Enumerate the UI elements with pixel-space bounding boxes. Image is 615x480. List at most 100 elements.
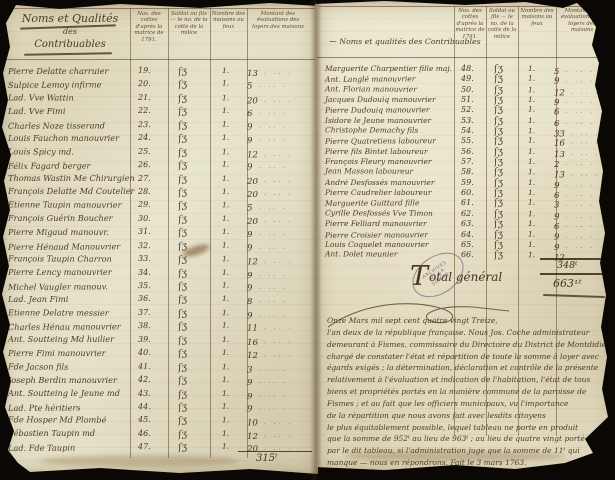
cote-number: 53. (461, 115, 474, 125)
pen-dots: · ·· · (263, 339, 294, 347)
table-row: Etienne Taupin manouvrier 29. ſʒ 1. 5 · ·… (7, 195, 314, 214)
table-row: Pierre Caudrelier laboureur 60. ſʒ 1. 6 ·… (325, 183, 608, 201)
note-line: que la somme de 952ᵗ au lieu de 963ᵗ ; a… (327, 434, 585, 444)
table-row: Isidore le Jeune manouvrier 53. ſʒ 1. 6 ·… (325, 111, 608, 128)
montant-cell: 9 · ·· · (247, 128, 314, 147)
montant-cell: 3 · ·· · (247, 357, 314, 376)
pen-dots: · ·· · (570, 90, 601, 98)
page-total: 315ᵗ (256, 453, 278, 464)
pen-dots: · ·· · (565, 233, 595, 241)
cote-number: 39. (138, 334, 151, 344)
pen-dots: · ·· · (565, 100, 595, 108)
contribuable-name: Pierre Fimi manouvrier (8, 347, 106, 358)
montant-value: 9 (247, 162, 253, 173)
pen-dots: · ·· · (565, 69, 595, 76)
feux-count: 1. (221, 79, 230, 89)
montant-value: 6 (554, 222, 560, 233)
column-rule (247, 8, 248, 458)
table-row: Sébastien Taupin md 46. ſʒ 1. 12 · ·· · (8, 424, 314, 442)
montant-value: 9 (553, 212, 560, 223)
pen-dots: · ·· · (570, 140, 601, 148)
column-rule (168, 8, 169, 458)
pen-dots: · ·· · (263, 178, 294, 186)
cote-number: 35. (137, 281, 151, 291)
table-row: Ant. Dolet meunier 66. ſʒ 1. 12· ·· · (325, 245, 608, 264)
table-row: Pierre Lency manouvrier 34. ſʒ 1. 9 · ·· … (8, 263, 314, 281)
feux-count: 1. (222, 348, 230, 358)
montant-value: 13 (554, 149, 565, 160)
table-row: François Taupin Charron 33. ſʒ 1. 12 · ··… (8, 248, 314, 268)
montant-cell: 6 · ·· · (247, 101, 314, 120)
cote-number: 43. (138, 388, 151, 398)
montant-cell: 9 · ·· · (247, 275, 314, 294)
contribuable-name: Lad. Vve Fimi (8, 105, 66, 116)
montant-value: 6 (554, 191, 560, 202)
pen-dots: · ·· · (258, 393, 288, 401)
montant-value: 9 (554, 231, 560, 242)
montant-cell: 20 · ·· · (247, 209, 314, 228)
contribuable-name: Thomas Wastin Me Chirurgien (8, 173, 135, 183)
cote-number: 27. (138, 173, 151, 183)
pen-dots: · ·· · (263, 98, 294, 106)
page-crease (310, 0, 322, 480)
feux-count: 1. (527, 167, 536, 177)
pen-dots: · ·· · (258, 111, 288, 119)
cote-number: 33. (137, 254, 151, 264)
cote-number: 46. (138, 428, 151, 438)
cote-number: 30. (138, 213, 151, 223)
cote-number: 41. (137, 361, 151, 371)
montant-cell: 10 · ·· · (247, 411, 314, 430)
montant-value: 6 (554, 118, 560, 129)
montant-value: 12 (246, 257, 258, 268)
contribuable-name: Etienne Taupin manouvrier (7, 199, 122, 210)
total-rule (540, 258, 608, 260)
table-row: Fde Hosper Md Plombé 45. ſʒ 1. 10 · ·· · (8, 410, 314, 429)
contribuable-name: Joseph Berdin manouvrier (8, 374, 117, 385)
table-row: Charles Hénau manouvrier 38. ſʒ 1. 11 · ·… (8, 315, 314, 334)
feux-count: 1. (221, 361, 230, 371)
pen-dots: · ·· · (570, 151, 601, 159)
feux-count: 1. (222, 334, 230, 344)
cote-number: 50. (460, 84, 474, 94)
table-row: Cyrille Desfossés Vve Timon 62. ſʒ 1. 9 ·… (325, 203, 608, 223)
contribuable-name: Ant. Florian manouvrier (324, 84, 417, 94)
pen-dots: · ·· · (258, 367, 288, 375)
montant-cell: 6 · ·· · (554, 111, 608, 130)
contribuable-name: François Fleury manouvrier (325, 157, 432, 167)
table-row: Pierre fils Bintet laboureur 56. ſʒ 1. 1… (325, 142, 608, 159)
left-table-title: Noms et Qualités des Contribuables (12, 12, 128, 51)
contribuable-name: Pierre Quatretiens laboureur (325, 136, 436, 147)
contribuable-name: Pierre Dudouiq manouvrier (325, 105, 430, 116)
header-rule (6, 59, 318, 60)
table-row: Louis Coquelet manouvrier 65. ſʒ 1. 9 · ·… (325, 235, 608, 252)
contribuable-name: Lad. Vve Wattin (7, 91, 74, 102)
label-rest: otal général (429, 270, 503, 284)
cote-number: 64. (460, 229, 474, 239)
contribuable-name: Ant. Soutteing Md huilier (8, 334, 115, 345)
underline-flourish (542, 293, 606, 299)
montant-value: 9 (247, 378, 253, 389)
table-row: André Desfossés manouvrier 59. ſʒ 1. 9 · … (325, 173, 608, 190)
pen-dots: · ·· · (263, 420, 294, 428)
column-rule (486, 6, 487, 436)
table-row: Thomas Wastin Me Chirurgien 27. ſʒ 1. 20… (8, 169, 314, 187)
table-row: Félix Fagard berger 26. ſʒ 1. 9 · ·· · (8, 154, 314, 172)
feux-count: 1. (221, 240, 230, 250)
table-row: Joseph Berdin manouvrier 42. ſʒ 1. 9 · ··… (8, 370, 314, 388)
contribuable-name: Pierre Migaud manouvr. (8, 226, 109, 237)
montant-cell: 5 · ·· · (554, 59, 608, 78)
cote-number: 28. (138, 186, 151, 196)
note-line: le plus équitablement possible, lequel t… (327, 422, 579, 432)
pen-dots: · ·· · (258, 299, 288, 307)
montant-value: 2 (554, 160, 560, 171)
feux-count: 1. (527, 209, 536, 219)
cote-number: 48. (461, 64, 474, 73)
table-row: Lad. Fde Taupin 47. ſʒ 1. 20· ·· · (8, 436, 314, 454)
feux-count: 1. (222, 227, 230, 237)
contribuable-name: Jean Masson laboureur (324, 166, 414, 177)
left-page: Noms et Qualités des Contribuables Nos. … (2, 3, 318, 474)
pen-dots: · ·· · (565, 244, 595, 252)
feux-count: 1. (222, 173, 230, 183)
montant-cell: 12 · ·· · (247, 343, 314, 362)
